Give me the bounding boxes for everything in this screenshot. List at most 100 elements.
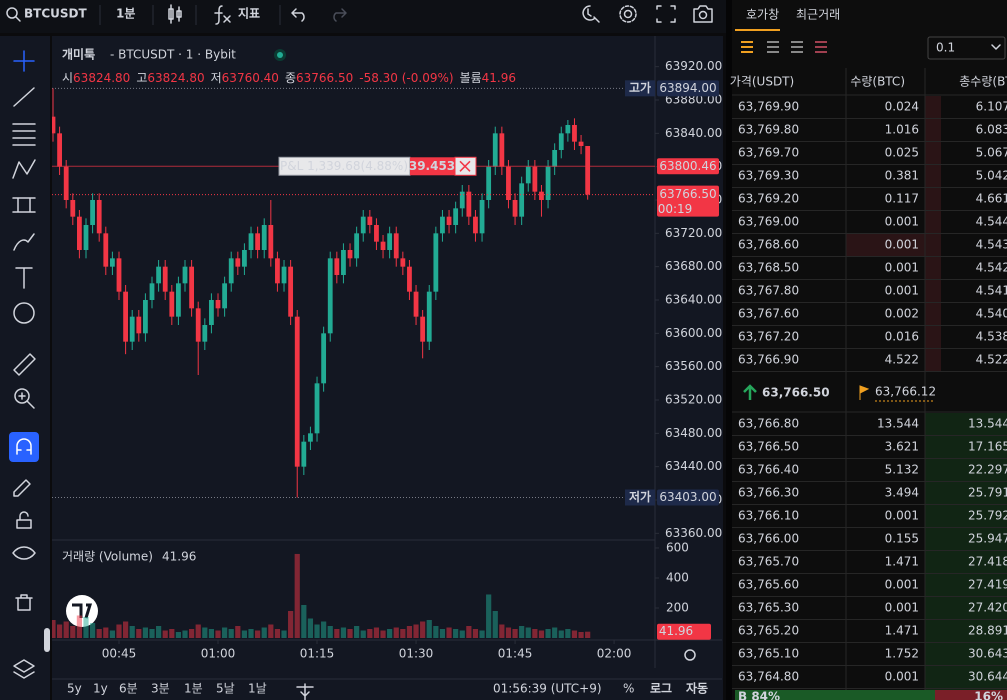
book-view-asks[interactable] (791, 41, 803, 53)
asks-qty: 0.001 (885, 261, 919, 275)
projection-tool[interactable] (12, 197, 36, 213)
bids-qty: 0.001 (885, 578, 919, 592)
volume-bar (136, 628, 142, 638)
log-button[interactable]: 로그 (650, 682, 672, 696)
asks-price[interactable]: 63,769.70 (738, 146, 799, 160)
range-button[interactable]: 5y (67, 682, 82, 696)
lock-tool[interactable] (16, 511, 32, 529)
goto-date[interactable] (296, 683, 314, 700)
auto-button[interactable]: 자동 (686, 681, 708, 696)
snapshot-icon[interactable] (698, 10, 708, 20)
range-button[interactable]: 1날 (248, 682, 267, 696)
bids-price[interactable]: 63,766.50 (738, 440, 799, 454)
dropdown-caret[interactable] (991, 44, 1001, 50)
percent-button[interactable]: % (623, 682, 634, 696)
crosshair-tool[interactable] (13, 50, 35, 72)
asks-price[interactable]: 63,768.60 (738, 238, 799, 252)
fib-tool[interactable] (12, 123, 36, 146)
indicator-icon[interactable] (214, 5, 231, 25)
asks-price[interactable]: 63,766.90 (738, 353, 799, 367)
bids-price[interactable]: 63,766.40 (738, 463, 799, 477)
undo-icon[interactable] (291, 8, 305, 22)
redo-icon[interactable] (333, 8, 347, 22)
delete-tool[interactable] (15, 594, 33, 611)
bids-price[interactable]: 63,764.80 (738, 670, 799, 684)
bids-price[interactable]: 63,765.10 (738, 647, 799, 661)
settings-icon[interactable] (619, 5, 637, 23)
bids-price[interactable]: 63,765.70 (738, 555, 799, 569)
replay-icon[interactable] (582, 5, 600, 23)
asks-price[interactable]: 63,768.50 (738, 261, 799, 275)
tv-logo[interactable] (72, 603, 93, 619)
candle-body (195, 308, 201, 342)
brush-tool[interactable] (13, 233, 35, 251)
interval[interactable]: 1분 (116, 7, 135, 21)
ruler-tool[interactable] (13, 353, 36, 376)
text-tool[interactable] (15, 267, 33, 289)
zoom-tool[interactable] (14, 388, 30, 404)
indicators[interactable]: 지표 (238, 6, 260, 21)
object-tree[interactable] (13, 659, 35, 679)
candle-body (525, 166, 531, 184)
range-button[interactable]: 3분 (151, 682, 170, 696)
zoom-tool[interactable] (18, 392, 35, 409)
pattern-tool[interactable] (12, 159, 36, 179)
symbol[interactable]: BTCUSDT (24, 7, 87, 21)
book-tab[interactable]: 최근거래 (796, 8, 840, 22)
asks-price[interactable]: 63,769.20 (738, 192, 799, 206)
bids-price[interactable]: 63,766.10 (738, 509, 799, 523)
toolbar-collapse[interactable] (44, 628, 50, 652)
asks-price[interactable]: 63,767.20 (738, 330, 799, 344)
bids-price[interactable]: 63,765.20 (738, 624, 799, 638)
lock-draw-tool[interactable] (13, 479, 31, 497)
asks-price[interactable]: 63,769.90 (738, 100, 799, 114)
volume-bar (70, 625, 76, 638)
candle-body (275, 258, 280, 284)
asks-price[interactable]: 63,769.30 (738, 169, 799, 183)
snapshot-icon[interactable] (693, 5, 713, 23)
book-view-both[interactable] (741, 41, 753, 53)
candle-body (57, 133, 62, 167)
legend-name: 고 (136, 71, 147, 85)
bids-price[interactable]: 63,765.60 (738, 578, 799, 592)
candle-body (189, 266, 195, 309)
candle-body (169, 291, 175, 317)
volume-bar (268, 624, 274, 638)
step-dropdown[interactable] (927, 36, 1006, 60)
high-axis-box (657, 80, 719, 97)
emoji-tool[interactable] (13, 302, 35, 324)
range-button[interactable]: 5날 (216, 682, 235, 696)
asks-price[interactable]: 63,767.60 (738, 307, 799, 321)
settings-icon[interactable] (623, 9, 633, 19)
book-view-bids[interactable] (767, 41, 779, 53)
asks-price[interactable]: 63,767.80 (738, 284, 799, 298)
axis-settings[interactable] (684, 649, 696, 661)
bids-price[interactable]: 63,765.30 (738, 601, 799, 615)
visibility-tool[interactable] (12, 546, 36, 560)
search-icon[interactable] (6, 7, 18, 19)
magnet-tool-active[interactable] (9, 432, 39, 462)
fullscreen-icon[interactable] (656, 5, 676, 23)
asks-price[interactable]: 63,769.80 (738, 123, 799, 137)
range-button[interactable]: 1y (93, 682, 108, 696)
up-arrow (743, 384, 757, 400)
chart-type-icon[interactable] (168, 4, 182, 24)
y-tick-label: 63480.00 (665, 426, 722, 440)
bids-qty: 5.132 (885, 463, 919, 477)
trendline-tool[interactable] (13, 87, 35, 107)
asks-price[interactable]: 63,769.00 (738, 215, 799, 229)
book-tab-active[interactable]: 호가창 (746, 8, 779, 22)
volume-bar (512, 628, 518, 638)
volume-bar (406, 625, 413, 638)
magnet-tool[interactable] (16, 438, 32, 455)
bids-price[interactable]: 63,766.80 (738, 417, 799, 431)
bids-price[interactable]: 63,766.30 (738, 486, 799, 500)
search-icon[interactable] (15, 16, 21, 22)
range-button[interactable]: 6분 (119, 682, 138, 696)
book-view-depth[interactable] (815, 41, 827, 53)
candle-body (294, 316, 300, 467)
bids-price[interactable]: 63,766.00 (738, 532, 799, 546)
volume-bar (248, 628, 254, 638)
range-button[interactable]: 1분 (184, 682, 203, 696)
